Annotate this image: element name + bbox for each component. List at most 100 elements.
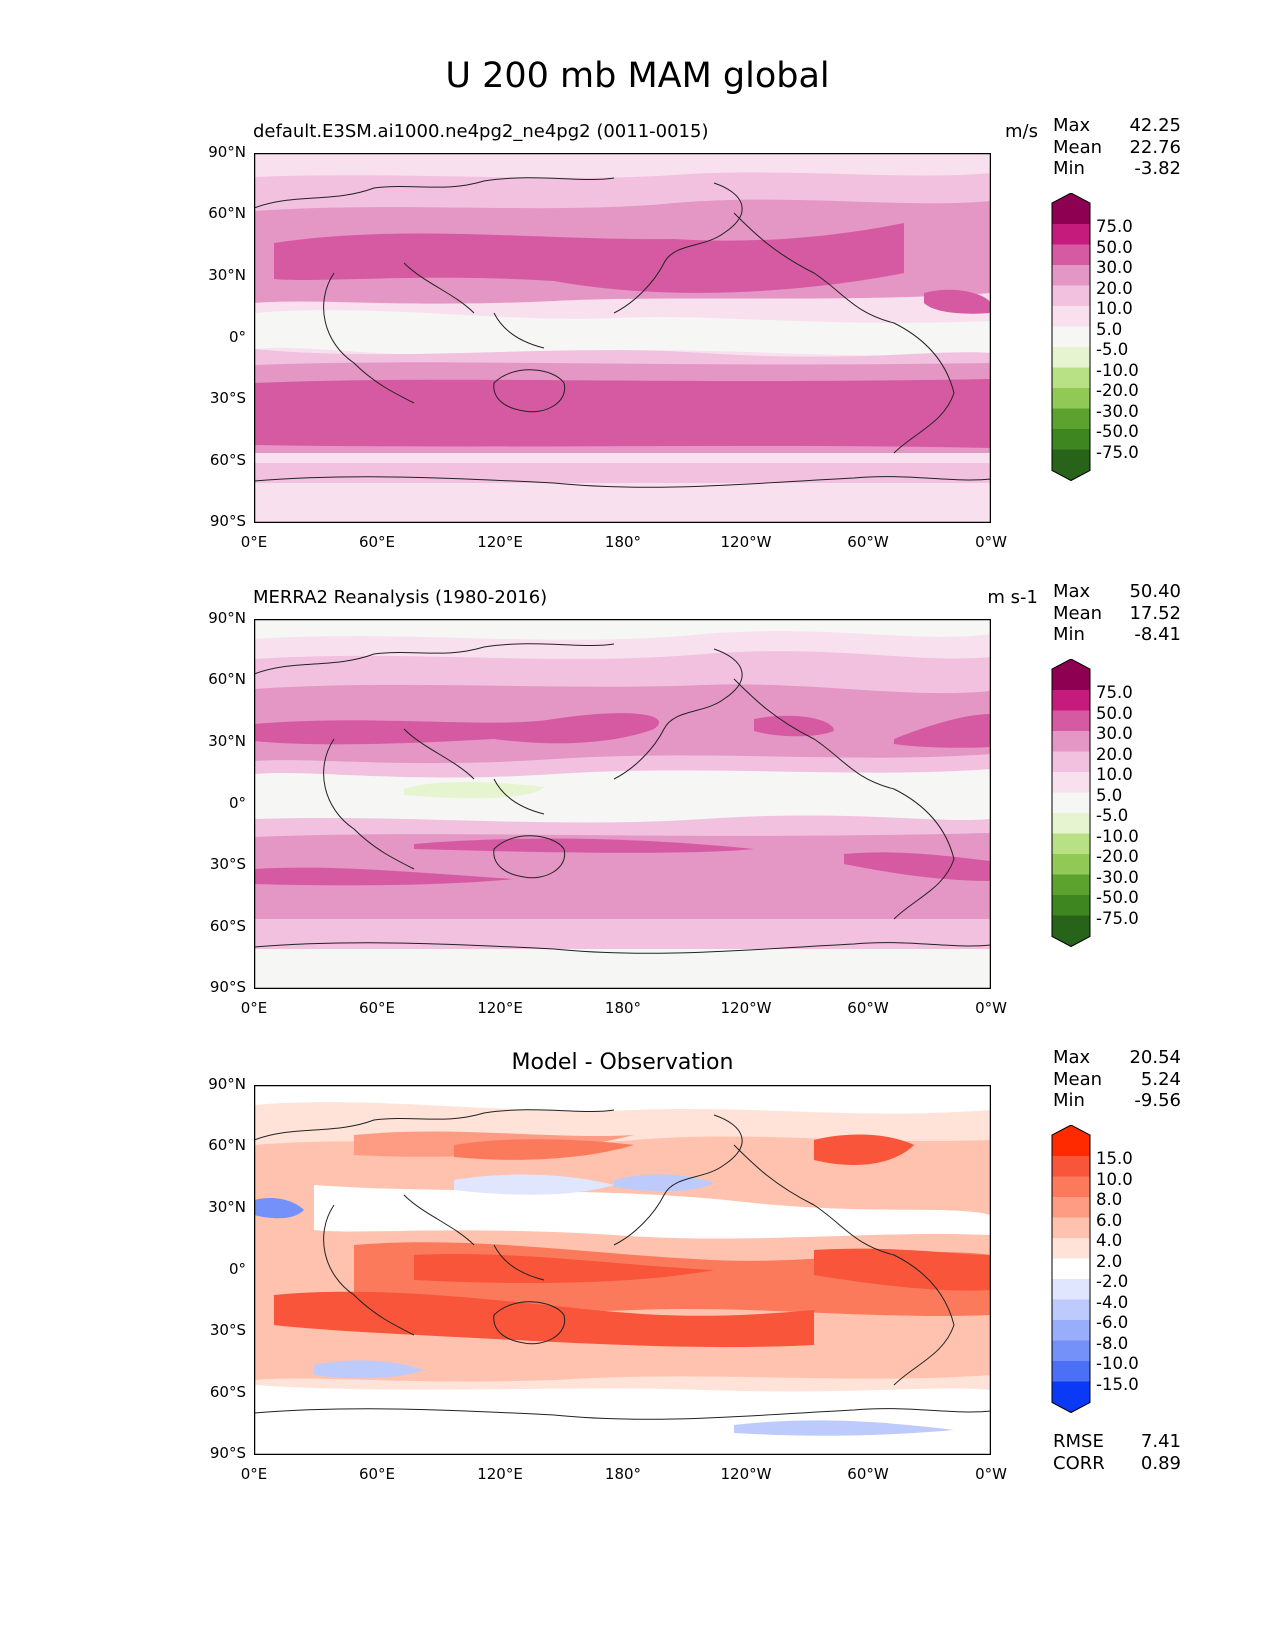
- contour-band-neg-w: [254, 1198, 304, 1219]
- lon-label: 0°E: [240, 1465, 268, 1483]
- lat-label: 0°: [228, 794, 246, 812]
- lon-label: 180°: [604, 533, 642, 551]
- colorbar-segment: [1052, 874, 1090, 895]
- colorbar-segment: [1052, 690, 1090, 711]
- stat-label: Max: [1053, 1047, 1091, 1068]
- colorbar-segment: [1052, 1238, 1090, 1259]
- lon-label: 120°E: [477, 533, 523, 551]
- stat-label: Mean: [1053, 602, 1103, 624]
- stat-value: 42.25: [1129, 115, 1181, 136]
- colorbar-label: -10.0: [1096, 360, 1139, 380]
- coastline-antarctica: [254, 942, 991, 954]
- colorbar-label: 10.0: [1096, 299, 1133, 318]
- colorbar-segment: [1052, 710, 1090, 731]
- colorbar-segment: [1052, 347, 1090, 368]
- lat-label: 60°N: [208, 1136, 246, 1154]
- lon-label: 60°E: [358, 1465, 396, 1483]
- colorbar-label: -6.0: [1096, 1313, 1129, 1332]
- colorbar-label: -30.0: [1096, 401, 1139, 421]
- colorbar-segment: [1052, 1279, 1090, 1300]
- stat-label: Min: [1053, 624, 1085, 645]
- colorbar-extend-min: [1052, 449, 1090, 481]
- contour-band-10ss: [254, 463, 991, 483]
- lon-label: 180°: [604, 1465, 642, 1483]
- panel-1-title: default.E3SM.ai1000.ne4pg2_ne4pg2 (0011-…: [253, 121, 709, 142]
- stat-value: -9.56: [1134, 1090, 1181, 1111]
- stat-value: 50.40: [1129, 581, 1181, 602]
- colorbar-label: 2.0: [1096, 1251, 1123, 1271]
- colorbar-label: 6.0: [1096, 1210, 1123, 1230]
- lon-label: 0°W: [975, 999, 1007, 1017]
- stat-label: Max: [1053, 115, 1091, 136]
- contour-band-30s: [254, 379, 991, 448]
- metric-value: 7.41: [1140, 1431, 1181, 1452]
- colorbar-outline: [1051, 659, 1091, 948]
- contour-band-tropics-core: [414, 1253, 714, 1283]
- coastline-australia: [493, 1301, 566, 1345]
- colorbar-extend-max: [1052, 193, 1090, 224]
- coastline-australia: [493, 369, 566, 413]
- colorbar-segment: [1052, 731, 1090, 752]
- contour-band-10: [814, 1134, 914, 1165]
- panel-3-title: Model - Observation: [511, 1050, 734, 1075]
- lon-label: 60°W: [847, 999, 889, 1017]
- colorbar-label: 30.0: [1096, 724, 1133, 743]
- lon-label: 120°W: [720, 999, 772, 1017]
- lat-label: 90°N: [208, 1075, 246, 1093]
- colorbar-segment: [1052, 244, 1090, 265]
- panel-1-colorbar: [1051, 193, 1091, 482]
- colorbar-segment: [1052, 813, 1090, 834]
- colorbar-label: -4.0: [1096, 1292, 1129, 1312]
- stat-label: Mean: [1053, 1068, 1103, 1090]
- lat-label: 90°N: [208, 609, 246, 627]
- contour-band-white-s: [254, 1385, 991, 1455]
- colorbar-segment: [1052, 429, 1090, 450]
- lon-label: 120°W: [720, 1465, 772, 1483]
- contour-band-south: [274, 1291, 814, 1348]
- stat-value: -3.82: [1134, 158, 1181, 179]
- lon-label: 0°E: [240, 999, 268, 1017]
- contour-band-neg-s: [314, 1360, 424, 1379]
- colorbar-segment: [1052, 1340, 1090, 1361]
- panel-2-colorbar: [1051, 659, 1091, 948]
- colorbar-label: 20.0: [1096, 744, 1133, 764]
- lon-label: 60°E: [358, 999, 396, 1017]
- map-frame: [254, 153, 991, 523]
- metric-value: 0.89: [1140, 1452, 1181, 1474]
- colorbar-label: 75.0: [1096, 217, 1133, 236]
- panel-3-stats: Max 20.54 Mean 5.24 Min -9.56: [1053, 1047, 1181, 1112]
- stat-label: Mean: [1053, 136, 1103, 158]
- colorbar-segment: [1052, 265, 1090, 286]
- coastline-australia: [493, 835, 566, 879]
- contour-band-5: [254, 310, 991, 356]
- main-title: U 200 mb MAM global: [445, 56, 830, 96]
- lon-label: 120°W: [720, 533, 772, 551]
- lat-label: 60°S: [209, 917, 246, 935]
- colorbar-label: 15.0: [1096, 1149, 1133, 1168]
- colorbar-segment: [1052, 224, 1090, 245]
- coastline-north: [254, 1109, 955, 1386]
- colorbar-segment: [1052, 772, 1090, 793]
- colorbar-segment: [1052, 408, 1090, 429]
- lat-label: 90°S: [209, 1444, 246, 1462]
- contour-band-30: [254, 713, 660, 745]
- stat-value: 17.52: [1129, 602, 1181, 624]
- panel-2-map: [254, 619, 991, 989]
- panel-3-map: [254, 1085, 991, 1455]
- colorbar-label: -2.0: [1096, 1272, 1129, 1291]
- contour-band-neg-n: [454, 1174, 614, 1195]
- contour-band-30c: [894, 714, 991, 748]
- colorbar-label: 30.0: [1096, 258, 1133, 277]
- contour-band-30: [274, 223, 904, 293]
- colorbar-segment: [1052, 367, 1090, 388]
- colorbar-label: 50.0: [1096, 237, 1133, 257]
- map-frame: [254, 1085, 991, 1455]
- colorbar-label: -10.0: [1096, 826, 1139, 846]
- panel-3-colorbar: [1051, 1125, 1091, 1414]
- colorbar-extend-max: [1052, 659, 1090, 690]
- panel-2-stats: Max 50.40 Mean 17.52 Min -8.41: [1053, 581, 1181, 646]
- colorbar-label: -75.0: [1096, 908, 1139, 928]
- contour-band-30b: [924, 289, 991, 314]
- lat-label: 30°N: [208, 266, 246, 284]
- coastline-antarctica: [254, 476, 991, 488]
